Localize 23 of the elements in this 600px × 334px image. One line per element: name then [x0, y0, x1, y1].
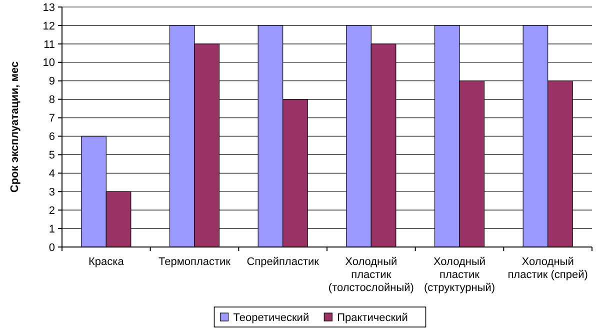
- y-tick-label: 8: [48, 94, 55, 106]
- y-tick-label: 6: [48, 131, 55, 144]
- x-tick-label: Краска: [88, 256, 125, 268]
- x-tick-label: Спрейпластик: [246, 256, 320, 268]
- y-tick-label: 4: [48, 168, 55, 180]
- x-tick-label: Термопластик: [158, 256, 231, 268]
- y-axis-title: Срок эксплуатации, мес: [9, 61, 21, 193]
- y-tick-label: 2: [48, 204, 55, 217]
- y-tick-label: 5: [48, 150, 55, 162]
- x-tick-label: Холодный пластик (толстослойный): [328, 256, 414, 294]
- y-tick-label: 10: [42, 57, 55, 70]
- y-tick-label: 9: [48, 76, 55, 88]
- y-tick-label: 11: [44, 38, 55, 51]
- y-tick-label: 13: [42, 2, 55, 14]
- y-tick-label: 3: [48, 186, 55, 198]
- y-tick-label: 7: [48, 112, 55, 125]
- y-tick-label: 12: [42, 20, 55, 32]
- legend-label: Теоретический: [233, 312, 310, 324]
- y-tick-label: 0: [48, 242, 55, 254]
- y-tick-label: 1: [48, 223, 55, 236]
- legend-label: Практический: [337, 312, 408, 324]
- x-tick-label: Холодный пластик (спрей): [508, 256, 588, 281]
- x-tick-label: Холодный пластик (структурный): [424, 256, 496, 294]
